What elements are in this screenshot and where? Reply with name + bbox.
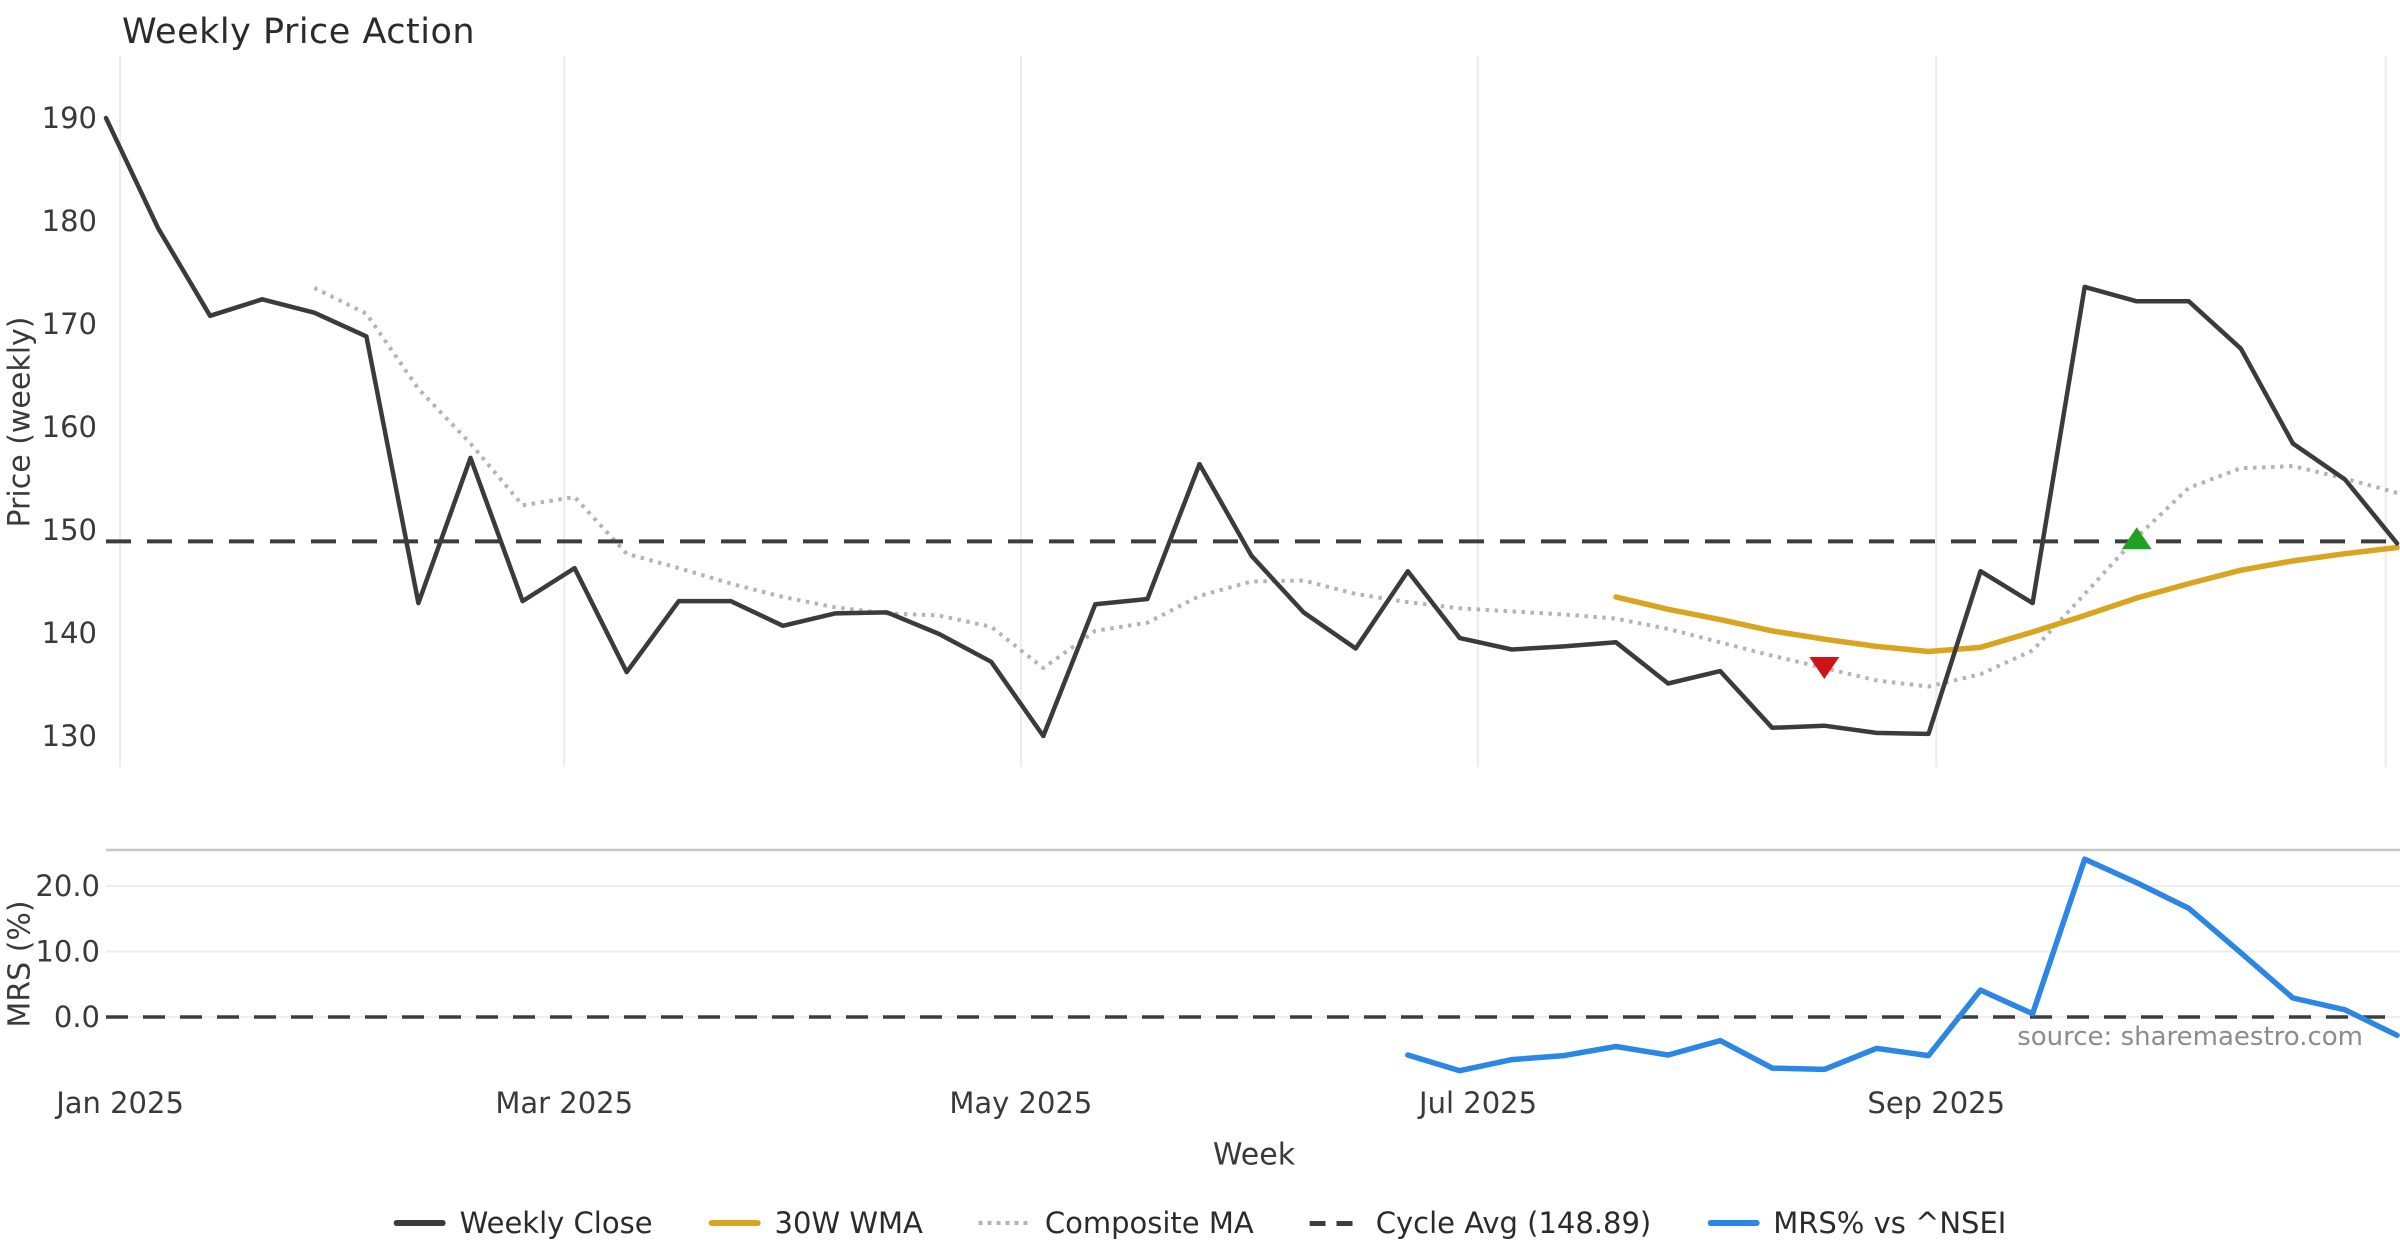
legend-label: Cycle Avg (148.89) — [1375, 1206, 1652, 1240]
price-tick-label: 150 — [42, 513, 97, 547]
legend-item-mrs: MRS% vs ^NSEI — [1707, 1206, 2006, 1240]
series-30w-wma — [1613, 544, 2400, 655]
x-tick-label: May 2025 — [949, 1086, 1092, 1120]
legend-item-30w-wma: 30W WMA — [708, 1206, 923, 1240]
price-tick-label: 170 — [42, 307, 97, 341]
source-attribution: source: sharemaestro.com — [2017, 1022, 2363, 1052]
mrs-axis-label: MRS (%) — [2, 900, 38, 1028]
legend-item-weekly-close: Weekly Close — [393, 1206, 653, 1240]
x-axis-label: Week — [1212, 1137, 1296, 1173]
price-tick-label: 140 — [42, 616, 97, 650]
legend-item-cycle-avg: Cycle Avg (148.89) — [1309, 1206, 1652, 1240]
mrs-tick-label: 20.0 — [35, 869, 100, 903]
x-tick-label: Jan 2025 — [54, 1086, 184, 1120]
mrs-tick-label: 10.0 — [35, 935, 100, 969]
price-axis-label: Price (weekly) — [2, 316, 38, 528]
price-tick-label: 180 — [42, 204, 97, 238]
series-composite-ma — [313, 286, 2398, 689]
series-weekly-close — [103, 115, 2400, 739]
price-tick-label: 130 — [42, 719, 97, 753]
x-tick-label: Jul 2025 — [1417, 1086, 1537, 1120]
composite-ma-dotted-swatch-icon — [978, 1221, 1031, 1225]
sell-signal-marker-icon — [1809, 657, 1840, 680]
series-mrs-vs-nsei — [1405, 856, 2400, 1074]
wma-line-swatch-icon — [708, 1220, 761, 1226]
buy-signal-marker-icon — [2121, 527, 2152, 550]
cycle-avg-dashed-swatch-icon — [1309, 1220, 1362, 1226]
legend-label: Weekly Close — [459, 1206, 653, 1240]
legend-label: Composite MA — [1044, 1206, 1254, 1240]
price-tick-label: 160 — [42, 410, 97, 444]
legend-label: MRS% vs ^NSEI — [1773, 1206, 2007, 1240]
mrs-tick-label: 0.0 — [54, 1000, 100, 1034]
chart-legend: Weekly Close 30W WMA Composite MA Cycle … — [393, 1206, 2006, 1240]
x-tick-label: Sep 2025 — [1867, 1086, 2005, 1120]
price-tick-label: 190 — [42, 101, 97, 135]
x-tick-label: Mar 2025 — [495, 1086, 633, 1120]
weekly-close-line-swatch-icon — [393, 1220, 446, 1226]
mrs-line-swatch-icon — [1707, 1220, 1760, 1226]
legend-item-composite-ma: Composite MA — [978, 1206, 1254, 1240]
chart-title: Weekly Price Action — [122, 12, 476, 52]
legend-label: 30W WMA — [774, 1206, 923, 1240]
